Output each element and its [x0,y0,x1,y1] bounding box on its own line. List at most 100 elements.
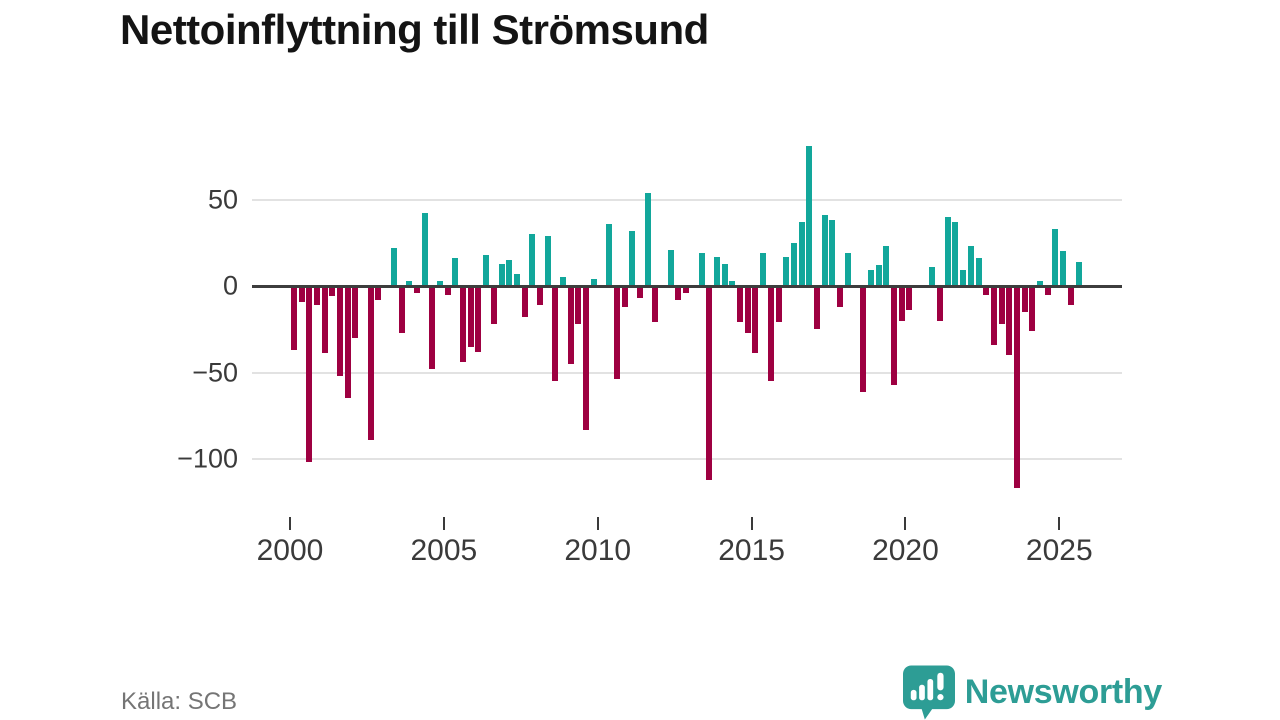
bar-2007-q4 [529,234,536,286]
bar-2006-q4 [498,263,505,286]
bar-2009-q4 [590,279,597,286]
bar-2007-q1 [506,260,513,286]
bar-2013-q4 [713,256,720,286]
x-axis-label-2010: 2010 [564,534,632,567]
bar-2019-q2 [883,246,890,286]
bar-2008-q1 [537,286,544,306]
bar-2022-q2 [975,258,982,286]
bar-2022-q1 [967,246,974,286]
bar-2008-q2 [544,235,551,286]
bar-2024-q2 [1037,280,1044,286]
bar-2008-q3 [552,286,559,382]
bar-2019-q4 [898,286,905,321]
bar-2007-q3 [521,286,528,318]
bar-2006-q2 [483,254,490,286]
zero-axis-line [252,284,1122,288]
bar-2010-q4 [621,286,628,307]
bar-2002-q4 [375,286,382,300]
x-axis-label-2025: 2025 [1025,534,1093,567]
x-axis-label-2020: 2020 [872,534,939,567]
bar-2024-q4 [1052,228,1059,286]
bar-2011-q3 [644,192,651,286]
bar-2004-q1 [413,286,420,293]
bar-2015-q4 [775,286,782,323]
y-axis-label--100: −100 [177,443,238,474]
bar-2011-q1 [629,230,636,286]
bar-2024-q3 [1044,286,1051,295]
bar-2009-q2 [575,286,582,325]
bar-2024-q1 [1029,286,1036,331]
bar-2000-q2 [298,286,305,302]
bar-2003-q3 [398,286,405,333]
bar-2001-q4 [344,286,351,399]
gridline-50 [252,198,1122,201]
bar-2001-q2 [329,286,336,297]
bar-2013-q3 [706,286,713,480]
bar-2016-q4 [806,145,813,286]
bar-2022-q4 [990,286,997,345]
bar-2002-q3 [367,286,374,440]
bar-2005-q1 [444,286,451,295]
x-tick-2010 [596,517,599,530]
bar-2025-q1 [1060,251,1067,286]
bar-2004-q4 [437,280,443,286]
bar-2011-q4 [652,286,659,323]
bar-2020-q4 [929,266,936,286]
source-label: Källa: SCB [121,688,238,715]
bar-2021-q3 [952,221,959,286]
bar-2006-q3 [490,286,497,325]
x-tick-2005 [442,517,445,530]
bar-2016-q1 [783,256,790,286]
bar-2017-q3 [829,220,836,286]
page-title: Nettoinflyttning till Strömsund [120,6,709,53]
bar-2016-q3 [798,221,805,286]
bar-2012-q4 [683,286,690,293]
speech-bubble-bar-chart-icon [902,665,955,720]
gridline--100 [252,458,1122,460]
bar-2021-q4 [960,270,967,286]
bar-2010-q2 [606,223,613,286]
bar-2015-q3 [767,286,774,382]
x-tick-2015 [750,517,753,530]
bar-2022-q3 [983,286,990,295]
bar-2004-q3 [429,286,436,370]
bar-2005-q3 [460,286,467,363]
bar-2017-q4 [837,286,844,307]
bar-2014-q3 [737,286,744,323]
bar-2019-q1 [875,265,882,286]
bar-2000-q1 [290,286,297,350]
x-axis-label-2015: 2015 [718,534,785,567]
bar-2025-q2 [1067,286,1074,306]
bar-2009-q3 [583,286,590,430]
bar-2012-q3 [675,286,682,300]
newsworthy-logo: Newsworthy [902,665,1163,720]
bar-2023-q3 [1013,286,1020,489]
bar-2005-q4 [467,286,474,347]
bar-2015-q2 [760,253,767,286]
bar-2025-q3 [1075,261,1082,286]
bar-2006-q1 [475,286,482,352]
bar-2005-q2 [452,258,459,286]
bar-2014-q2 [729,280,736,286]
bar-2023-q2 [1006,286,1013,356]
bar-2014-q4 [744,286,751,333]
bar-2017-q1 [813,286,820,330]
bar-2016-q2 [790,242,797,286]
y-axis-label-50: 50 [207,184,238,214]
bar-2015-q1 [752,286,759,354]
bar-2009-q1 [567,286,574,364]
bar-2001-q1 [321,286,328,354]
bar-2000-q3 [306,286,313,463]
x-axis-label-2005: 2005 [410,534,478,567]
logo-wordmark: Newsworthy [964,673,1163,711]
y-axis-label-0: 0 [222,270,238,301]
x-tick-2020 [904,517,907,530]
bar-2010-q3 [613,286,620,380]
x-tick-2025 [1058,517,1061,530]
bar-2007-q2 [513,273,520,286]
x-axis-label-2000: 2000 [256,534,324,567]
bar-2004-q2 [421,213,428,286]
bar-2021-q1 [937,286,944,321]
bar-2021-q2 [944,216,951,286]
